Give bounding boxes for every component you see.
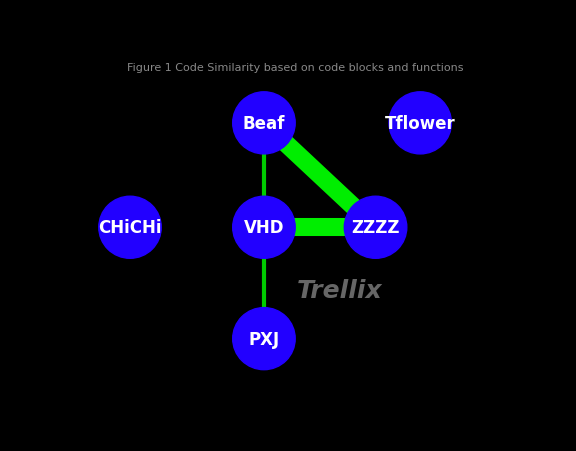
Ellipse shape	[389, 92, 452, 155]
Ellipse shape	[344, 197, 407, 259]
Text: Tflower: Tflower	[385, 115, 456, 133]
Text: Figure 1 Code Similarity based on code blocks and functions: Figure 1 Code Similarity based on code b…	[127, 63, 464, 73]
Text: VHD: VHD	[244, 219, 284, 237]
Text: CHiCHi: CHiCHi	[98, 219, 162, 237]
Text: Beaf: Beaf	[242, 115, 285, 133]
Text: PXJ: PXJ	[248, 330, 279, 348]
Ellipse shape	[233, 92, 295, 155]
Text: ZZZZ: ZZZZ	[351, 219, 400, 237]
Ellipse shape	[98, 197, 161, 259]
Ellipse shape	[233, 197, 295, 259]
Text: Trellix: Trellix	[297, 278, 382, 302]
Ellipse shape	[233, 308, 295, 370]
